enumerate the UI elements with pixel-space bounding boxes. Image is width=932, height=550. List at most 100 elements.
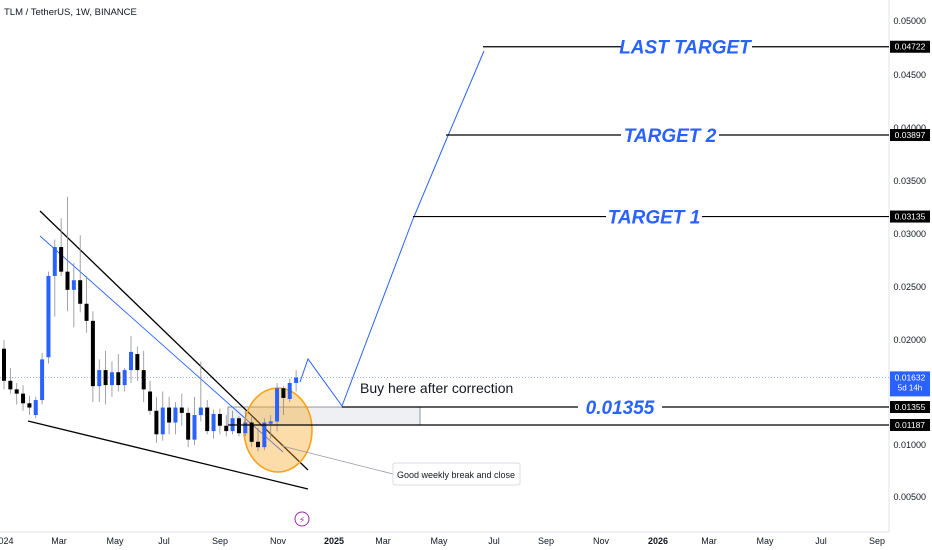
level-price-badge (890, 210, 930, 223)
candle-body (21, 393, 26, 404)
candle-body (90, 320, 95, 387)
candle-body (103, 370, 108, 386)
time-tick-label: May (756, 536, 774, 546)
candle-body (141, 370, 146, 390)
level-price-badge-text: 0.03135 (895, 212, 926, 222)
candle-body (97, 370, 102, 387)
candle-body (135, 354, 140, 371)
price-tick-label: 0.03000 (893, 229, 926, 239)
candle-body (160, 407, 165, 435)
buy-annotation: Buy here after correction (360, 380, 513, 396)
time-tick-label: Jul (815, 536, 827, 546)
candle-body (129, 351, 133, 371)
candle-body (116, 372, 121, 386)
candle-body (154, 410, 159, 435)
time-tick-label: 2026 (648, 536, 668, 546)
time-tick-label: 024 (0, 536, 14, 546)
price-axis[interactable]: 0.05000 0.04500 0.04000 0.03500 0.03000 0.025… (893, 16, 926, 502)
price-tick-label: 0.01000 (893, 440, 926, 450)
price-tick-label: 0.03500 (893, 176, 926, 186)
chart-title: TLM / TetherUS, 1W, BINANCE (4, 7, 137, 18)
candle-body (33, 400, 38, 416)
level-label: LAST TARGET (619, 38, 752, 59)
level-price-badge-text: 0.01355 (895, 402, 926, 412)
break-note-box (392, 462, 521, 486)
candle-body (243, 422, 248, 434)
candle-body (287, 382, 292, 399)
price-tick-label: 0.04000 (893, 123, 926, 133)
candle-body (249, 422, 254, 442)
candle-body (217, 413, 222, 426)
candle-body (14, 389, 19, 394)
level-price-badge (890, 418, 930, 431)
candle-body (59, 247, 64, 272)
price-tick-label: 0.04500 (893, 70, 926, 80)
candle-body (281, 388, 286, 398)
note-pointer-line (281, 445, 394, 475)
candle-body (40, 359, 45, 401)
level-label: TARGET 1 (608, 208, 701, 229)
lightning-glyph: ⚡ (299, 516, 305, 526)
candle-body (52, 247, 57, 276)
level-price-badge (890, 401, 930, 414)
current-price-badge (890, 371, 930, 397)
time-tick-label: 2025 (324, 536, 344, 546)
price-tick-label: 0.00500 (893, 492, 926, 502)
candle-body (262, 422, 267, 448)
candle-body (179, 407, 184, 413)
time-tick-label: Sep (212, 536, 228, 546)
time-tick-label: Mar (701, 536, 717, 546)
candle-body (275, 388, 280, 422)
level-price-badge-text: 0.01187 (895, 420, 925, 430)
level-price-badge (890, 40, 930, 53)
candles (2, 196, 299, 452)
candle-body (192, 415, 197, 440)
time-tick-label: May (430, 536, 448, 546)
candle-body (224, 425, 229, 432)
price-tick-label: 0.05000 (893, 16, 926, 26)
time-tick-label: Jul (158, 536, 170, 546)
price-tick-label: 0.02500 (893, 282, 926, 292)
level-price-badge (890, 129, 930, 142)
candle-body (46, 275, 51, 358)
candle-body (8, 380, 13, 390)
current-price-countdown: 5d 14h (898, 383, 922, 392)
level-label: TARGET 2 (624, 126, 717, 147)
target-levels: LAST TARGET 0.04722 TARGET 2 0.03897 TARGET … (228, 38, 930, 431)
break-note-text: Good weekly break and close (397, 470, 515, 480)
candle-body (173, 407, 178, 423)
candle-body (2, 348, 6, 381)
time-tick-label: May (106, 536, 124, 546)
candle-body (109, 372, 114, 386)
time-tick-label: Jul (488, 536, 500, 546)
candle-body (71, 280, 76, 290)
candle-body (27, 403, 32, 408)
projection-path (299, 50, 485, 408)
candle-body (268, 421, 273, 424)
candle-body (205, 407, 210, 432)
candle-body (256, 441, 260, 448)
time-tick-label: Sep (538, 536, 554, 546)
time-tick-label: Mar (51, 536, 67, 546)
current-price-value: 0.01632 (895, 372, 926, 382)
level-label: 0.01355 (586, 398, 655, 419)
candle-body (65, 271, 70, 290)
wedge-lower-line (27, 420, 309, 490)
candle-body (167, 407, 172, 423)
time-tick-label: Nov (593, 536, 610, 546)
event-lightning-icon[interactable] (294, 511, 310, 527)
candle-body (294, 377, 299, 383)
time-axis[interactable]: 024 Mar May Jul Sep Nov 2025 Mar May Jul Sep Nov 202… (0, 536, 885, 546)
candle-body (78, 280, 83, 304)
candle-body (186, 412, 191, 440)
time-tick-label: Nov (270, 536, 287, 546)
level-price-badge-text: 0.04722 (895, 42, 926, 52)
candle-body (236, 418, 241, 434)
time-tick-label: Mar (375, 536, 391, 546)
price-tick-label: 0.02000 (893, 335, 926, 345)
level-price-badge-text: 0.03897 (895, 130, 926, 140)
candle-body (211, 413, 216, 432)
time-tick-label: Sep (869, 536, 885, 546)
